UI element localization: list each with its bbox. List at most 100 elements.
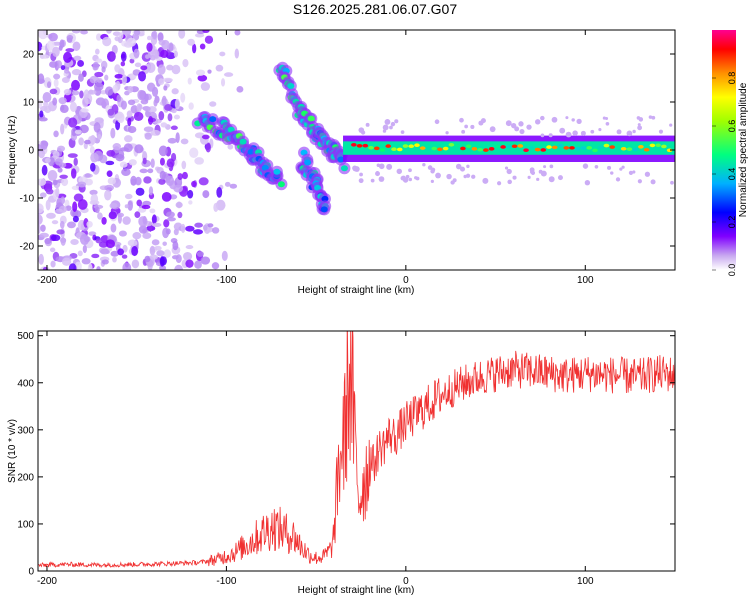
noise-blob: [90, 134, 96, 145]
noise-blob: [118, 32, 124, 39]
noise-blob: [50, 260, 56, 268]
noise-blob: [59, 39, 65, 49]
carrier-point: [494, 144, 501, 149]
noise-blob: [43, 100, 49, 108]
noise-blob: [177, 211, 183, 219]
noise-blob: [39, 232, 49, 238]
noise-blob: [107, 177, 117, 185]
noise-blob: [114, 36, 121, 42]
noise-blob: [139, 168, 148, 174]
noise-blob: [173, 222, 183, 231]
y-tick-label: 500: [17, 331, 34, 342]
carrier-scatter: [594, 164, 599, 169]
carrier-scatter: [358, 127, 365, 133]
carrier-scatter: [460, 166, 466, 172]
noise-blob: [162, 241, 167, 246]
noise-blob: [185, 225, 195, 232]
noise-blob: [213, 202, 219, 212]
noise-blob: [127, 85, 134, 94]
noise-blob: [199, 43, 206, 50]
noise-blob: [157, 32, 164, 42]
carrier-point: [638, 144, 644, 149]
noise-blob: [110, 223, 117, 233]
carrier-scatter: [615, 177, 621, 182]
noise-blob: [205, 142, 211, 153]
noise-blob: [173, 50, 178, 58]
noise-blob: [117, 248, 125, 256]
noise-blob: [69, 101, 77, 113]
noise-blob: [66, 34, 74, 41]
noise-blob: [171, 64, 181, 75]
carrier-scatter: [540, 133, 545, 138]
carrier-scatter: [459, 117, 464, 123]
noise-blob: [202, 190, 210, 199]
noise-blob: [185, 259, 194, 268]
carrier-scatter: [446, 173, 452, 180]
noise-blob: [194, 33, 205, 38]
carrier-scatter: [536, 177, 540, 181]
carrier-scatter: [616, 129, 622, 135]
noise-blob: [38, 214, 43, 225]
noise-blob: [149, 208, 156, 214]
noise-blob: [166, 211, 175, 218]
noise-blob: [74, 129, 82, 135]
noise-blob: [114, 64, 121, 73]
carrier-scatter: [548, 133, 553, 138]
noise-blob: [194, 260, 202, 269]
carrier-scatter: [628, 170, 634, 176]
carrier-scatter: [621, 165, 625, 169]
noise-blob: [106, 30, 112, 34]
secondary-trace-point: [320, 206, 328, 213]
carrier-point: [408, 144, 415, 149]
carrier-point: [414, 143, 420, 147]
noise-blob: [53, 73, 61, 80]
carrier-scatter: [461, 129, 466, 134]
noise-blob: [46, 81, 52, 89]
carrier-point: [603, 143, 610, 148]
noise-blob: [101, 216, 107, 225]
noise-blob: [87, 89, 97, 95]
carrier-scatter: [408, 168, 412, 173]
noise-blob: [185, 245, 194, 250]
carrier-scatter: [669, 123, 673, 127]
colorbar: 0.0 0.2 0.4 0.6 0.8 Normalized spectral ampl…: [712, 30, 749, 276]
noise-blob: [46, 40, 55, 51]
descending-branch-2-point: [307, 115, 315, 122]
carrier-point: [511, 144, 518, 149]
carrier-point: [563, 146, 570, 150]
noise-blob: [95, 206, 100, 214]
descending-branch-2-point: [340, 165, 348, 172]
noise-blob: [73, 157, 78, 166]
noise-blob: [135, 187, 145, 196]
noise-blob: [229, 183, 238, 189]
carrier-scatter: [400, 130, 405, 134]
noise-blob: [117, 212, 124, 218]
noise-blob: [46, 212, 56, 219]
carrier-scatter: [619, 167, 623, 171]
carrier-point: [609, 145, 615, 149]
noise-blob: [95, 58, 103, 63]
noise-blob: [80, 108, 89, 113]
carrier-point: [442, 146, 449, 151]
noise-blob: [110, 250, 119, 257]
noise-blob: [165, 175, 174, 187]
noise-blob: [127, 117, 132, 127]
noise-blob: [61, 77, 70, 83]
noise-blob: [123, 41, 134, 48]
noise-blob: [167, 113, 173, 122]
carrier-point: [506, 144, 512, 149]
carrier-point: [529, 145, 535, 150]
noise-blob: [174, 98, 181, 110]
noise-blob: [84, 93, 93, 105]
carrier-scatter: [390, 121, 396, 127]
descending-branch-2-point: [337, 156, 345, 163]
noise-blob: [64, 68, 70, 74]
noise-blob: [168, 42, 174, 52]
carrier-scatter: [584, 180, 591, 186]
noise-blob: [39, 192, 47, 198]
carrier-point: [437, 147, 443, 152]
noise-blob: [120, 61, 126, 67]
noise-blob: [131, 246, 139, 257]
noise-blob: [50, 234, 61, 242]
